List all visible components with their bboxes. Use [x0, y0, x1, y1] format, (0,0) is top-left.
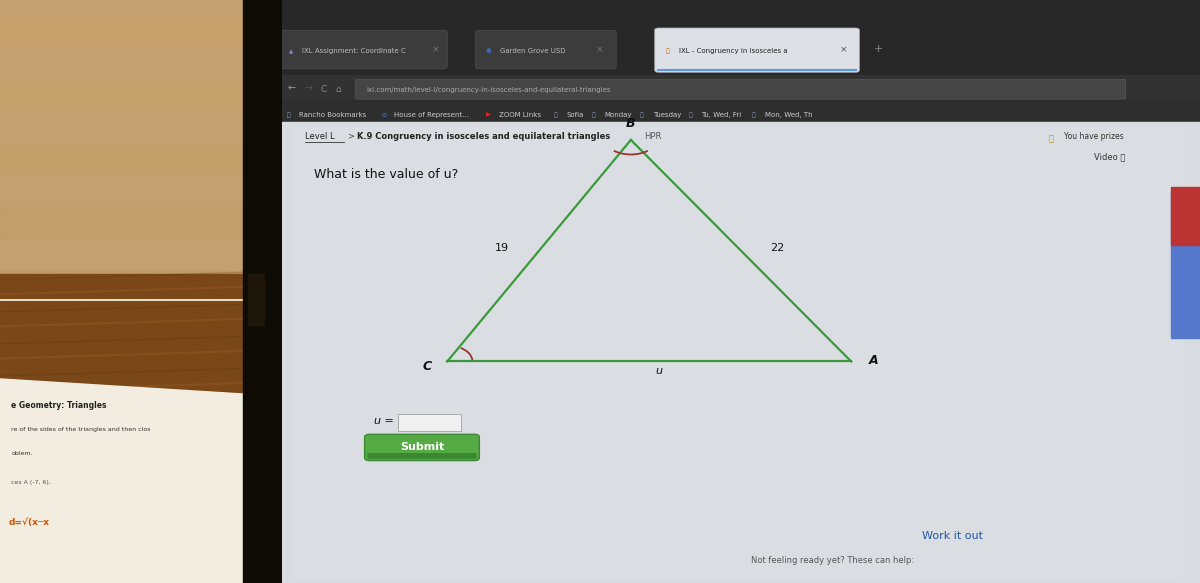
Bar: [0, 143, 282, 175]
Text: Sofia: Sofia: [566, 111, 584, 118]
Text: ←: ←: [288, 83, 295, 93]
Bar: [282, 75, 1200, 100]
Text: 🏆: 🏆: [1049, 134, 1054, 143]
Text: You have prizes: You have prizes: [1064, 132, 1124, 141]
Text: 19: 19: [496, 243, 509, 252]
Text: re of the sides of the triangles and then clos: re of the sides of the triangles and the…: [11, 427, 151, 433]
Text: +: +: [874, 44, 883, 54]
Text: 📁: 📁: [287, 112, 290, 118]
Text: 📁: 📁: [592, 112, 595, 118]
Text: K.9 Congruency in isosceles and equilateral triangles: K.9 Congruency in isosceles and equilate…: [358, 132, 611, 141]
Bar: [292, 128, 1182, 577]
Bar: [1171, 187, 1200, 245]
Text: d=√(x─x: d=√(x─x: [8, 518, 49, 526]
Text: oblem.: oblem.: [11, 451, 32, 456]
FancyBboxPatch shape: [280, 30, 448, 69]
Bar: [282, 100, 1200, 122]
Text: 📁: 📁: [689, 112, 692, 118]
Text: Work it out: Work it out: [922, 531, 983, 541]
Text: 📁: 📁: [640, 112, 643, 118]
Bar: [242, 0, 282, 583]
Text: 📁: 📁: [752, 112, 756, 118]
Text: ⌂: ⌂: [335, 85, 341, 93]
Bar: [0, 0, 282, 303]
Bar: [0, 79, 282, 111]
FancyBboxPatch shape: [397, 414, 461, 431]
Text: C: C: [320, 85, 326, 93]
Text: ×: ×: [840, 45, 847, 54]
Bar: [1171, 192, 1200, 338]
Text: C: C: [422, 360, 432, 373]
Text: ×: ×: [432, 45, 439, 54]
Text: ▶: ▶: [486, 113, 491, 118]
Text: 🔖: 🔖: [666, 48, 670, 54]
Text: Monday: Monday: [605, 111, 631, 118]
Text: Mon, Wed, Th: Mon, Wed, Th: [764, 111, 812, 118]
Text: ⊕: ⊕: [486, 48, 492, 54]
Bar: [0, 274, 282, 583]
Text: Video ⓓ: Video ⓓ: [1094, 153, 1126, 161]
Text: u =: u =: [374, 416, 394, 426]
Bar: [248, 274, 265, 326]
Text: ×: ×: [596, 45, 604, 54]
Text: 22: 22: [770, 243, 785, 252]
Text: IXL - Congruency in isosceles a: IXL - Congruency in isosceles a: [679, 48, 788, 54]
Text: ces A (-7, 6),: ces A (-7, 6),: [11, 480, 52, 485]
FancyBboxPatch shape: [355, 79, 1126, 99]
Polygon shape: [0, 379, 282, 583]
Text: Garden Grove USD: Garden Grove USD: [499, 48, 565, 54]
Text: ▲: ▲: [289, 49, 294, 54]
Text: HPR: HPR: [644, 132, 662, 141]
Bar: [0, 207, 282, 239]
Text: House of Represent...: House of Represent...: [394, 111, 469, 118]
Text: e Geometry: Triangles: e Geometry: Triangles: [11, 401, 107, 410]
Text: Rancho Bookmarks: Rancho Bookmarks: [300, 111, 367, 118]
Text: IXL Assignment: Coordinate C: IXL Assignment: Coordinate C: [302, 48, 406, 54]
Text: Submit: Submit: [400, 442, 444, 452]
Bar: [0, 15, 282, 47]
Text: Tuesday: Tuesday: [653, 111, 682, 118]
Text: Tu, Wed, Fri: Tu, Wed, Fri: [702, 111, 742, 118]
Text: ZOOM Links: ZOOM Links: [499, 111, 541, 118]
FancyBboxPatch shape: [475, 30, 616, 69]
Bar: [0, 271, 282, 303]
FancyBboxPatch shape: [365, 434, 479, 461]
Text: ixl.com/math/level-l/congruency-in-isosceles-and-equilateral-triangles: ixl.com/math/level-l/congruency-in-isosc…: [366, 86, 611, 93]
Text: u: u: [655, 366, 662, 376]
Text: 📄: 📄: [553, 112, 558, 118]
Text: >: >: [347, 132, 354, 141]
Text: Not feeling ready yet? These can help:: Not feeling ready yet? These can help:: [751, 556, 914, 564]
Text: What is the value of u?: What is the value of u?: [314, 168, 458, 181]
Text: B: B: [626, 117, 636, 130]
Bar: [282, 0, 1200, 75]
Bar: [282, 122, 1200, 583]
FancyBboxPatch shape: [655, 28, 859, 72]
Text: Level L: Level L: [305, 132, 335, 141]
Text: A: A: [869, 354, 878, 367]
FancyBboxPatch shape: [367, 453, 476, 459]
Text: ⊙: ⊙: [382, 113, 386, 118]
Text: →: →: [304, 83, 312, 93]
